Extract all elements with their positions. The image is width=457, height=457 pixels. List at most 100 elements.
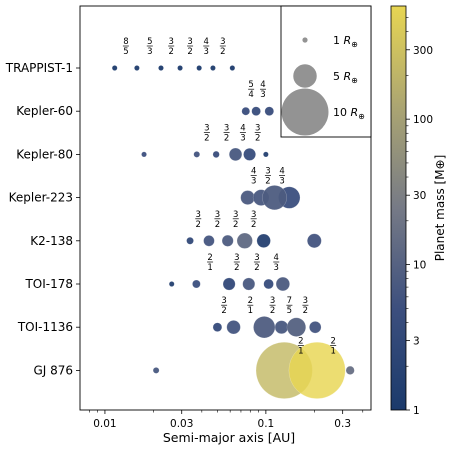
colorbar-tick-label: 10 [413,260,426,272]
resonance-label: 43 [203,37,210,57]
resonance-denominator: 1 [207,263,212,273]
planet-marker [274,320,289,335]
legend-label: 10 R⊕ [333,106,365,121]
resonance-label: 32 [219,37,226,57]
system-name: GJ 876 [33,363,73,377]
resonance-denominator: 2 [221,306,226,316]
resonance-denominator: 2 [187,47,192,57]
resonance-label: 32 [250,210,257,230]
resonance-numerator: 2 [207,253,212,263]
x-tick-label: 0.03 [170,418,193,430]
planet-marker [226,320,241,335]
resonance-numerator: 4 [274,253,279,263]
resonance-label: 21 [297,336,304,356]
resonance-label: 32 [269,296,276,316]
planet-marker [141,151,147,158]
resonance-denominator: 3 [251,177,256,187]
planet-marker [256,233,271,248]
resonance-denominator: 1 [330,346,335,356]
resonance-label: 32 [302,296,309,316]
resonance-label: 85 [122,37,129,57]
resonance-denominator: 5 [123,47,128,57]
planet-marker [168,281,175,287]
resonance-label: 32 [214,210,221,230]
planet-marker [134,65,140,71]
resonance-denominator: 2 [255,133,260,143]
planet-marker [212,150,220,158]
resonance-numerator: 3 [303,296,308,306]
resonance-numerator: 5 [147,37,152,47]
resonance-numerator: 3 [215,210,220,220]
resonance-numerator: 3 [196,210,201,220]
legend-label-symbol: R [344,34,352,47]
planet-marker [262,185,288,211]
resonance-numerator: 3 [168,37,173,47]
planet-marker [222,277,236,291]
resonance-denominator: 3 [240,133,245,143]
resonance-label: 32 [195,210,202,230]
legend-size-marker [281,88,329,136]
resonance-label: 32 [264,167,271,187]
planet-marker [263,151,269,158]
resonance-label: 32 [233,253,240,273]
resonance-label: 53 [146,37,153,57]
resonance-numerator: 4 [279,167,284,177]
resonance-numerator: 3 [233,210,238,220]
planet-marker [253,316,276,339]
legend-label-symbol: R [351,106,359,119]
resonance-label: 43 [250,167,257,187]
system-name: Kepler-223 [9,191,73,205]
planet-marker [186,237,194,245]
resonance-numerator: 4 [251,167,256,177]
plot-frame [79,5,372,411]
resonance-denominator: 5 [287,306,292,316]
x-axis-label: Semi-major axis [AU] [163,430,295,445]
system-name: Kepler-80 [16,147,73,161]
resonance-denominator: 3 [274,263,279,273]
resonance-denominator: 2 [265,177,270,187]
resonance-denominator: 2 [204,133,209,143]
resonance-denominator: 1 [248,306,253,316]
resonance-numerator: 3 [224,123,229,133]
legend-label-value: 1 [333,34,344,47]
planet-marker [193,151,201,158]
planet-marker [264,106,274,116]
legend-label: 5 R⊕ [333,70,358,85]
planet-marker [221,234,234,247]
colorbar-tick-label: 1 [413,405,420,417]
resonance-numerator: 3 [220,37,225,47]
planet-marker [111,65,118,71]
resonance-denominator: 2 [270,306,275,316]
resonance-numerator: 2 [330,336,335,346]
legend-label-subscript: ⊕ [351,40,358,49]
legend-label: 1 R⊕ [333,34,358,49]
resonance-label: 32 [168,37,175,57]
planet-marker [177,65,183,71]
resonance-label: 43 [273,253,280,273]
planet-marker [212,322,223,332]
resonance-label: 21 [330,336,337,356]
resonance-label: 32 [203,123,210,143]
legend-label-subscript: ⊕ [358,112,365,121]
resonance-numerator: 3 [251,210,256,220]
legend-label-value: 5 [333,70,344,83]
resonance-label: 43 [239,123,246,143]
resonance-label: 32 [253,253,260,273]
colorbar-gradient [390,5,407,411]
resonance-label: 32 [254,123,261,143]
system-labels: TRAPPIST-1 Kepler-60 Kepler-80 Kepler-223 K2… [5,61,80,377]
resonance-denominator: 2 [220,47,225,57]
resonance-numerator: 8 [123,37,128,47]
plot-area [79,5,372,411]
resonance-denominator: 2 [233,220,238,230]
planet-marker [240,190,255,205]
resonance-numerator: 3 [187,37,192,47]
resonance-numerator: 7 [287,296,292,306]
planet-marker [275,276,290,292]
x-tick-label: 0.01 [93,418,116,430]
resonance-numerator: 3 [254,253,259,263]
legend-size-marker [293,64,317,88]
planet-marker [241,106,251,116]
planet-marker [192,279,201,289]
resonance-numerator: 4 [204,37,209,47]
